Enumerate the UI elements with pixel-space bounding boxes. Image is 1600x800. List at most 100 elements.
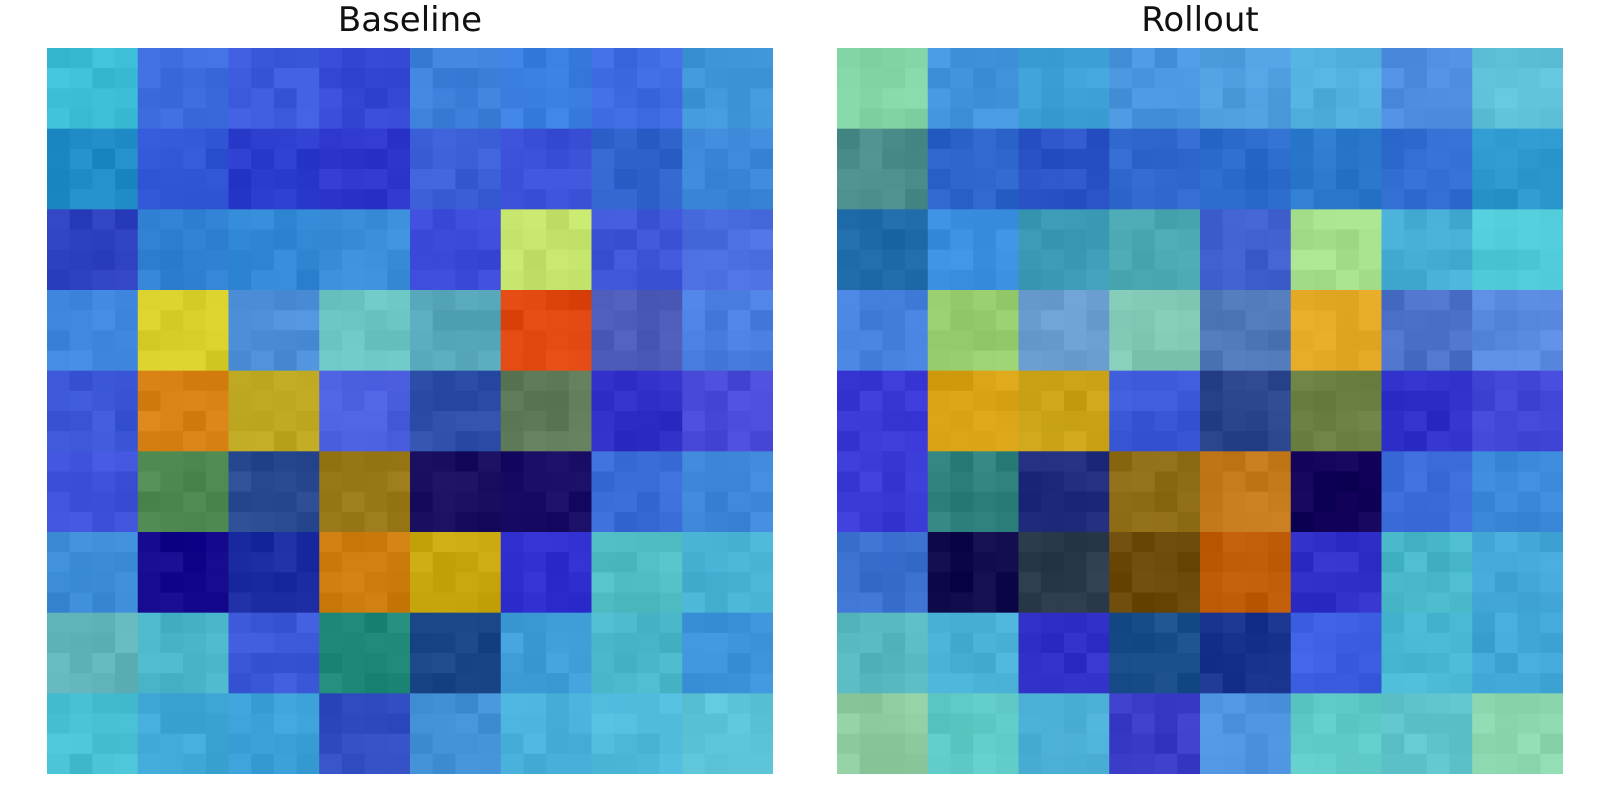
heatmap-cell [1154, 612, 1178, 634]
heatmap-cell [1018, 108, 1042, 130]
heatmap-cell [364, 572, 388, 594]
heatmap-cell [1086, 653, 1110, 674]
heatmap-cell [364, 229, 388, 251]
heatmap-cell [614, 552, 638, 573]
heatmap-cell [410, 370, 434, 392]
heatmap-cell [1222, 491, 1246, 513]
heatmap-cell [319, 330, 343, 352]
heatmap-cell [591, 411, 615, 432]
heatmap-cell [905, 68, 929, 89]
heatmap-cell [1086, 592, 1110, 614]
heatmap-cell [364, 370, 388, 392]
heatmap-cell [47, 249, 71, 271]
heatmap-cell [591, 148, 615, 170]
heatmap-cell [160, 269, 184, 291]
heatmap-cell [1426, 390, 1451, 412]
heatmap-cell [341, 653, 366, 674]
heatmap-cell [47, 310, 71, 331]
heatmap-cell [905, 491, 929, 513]
heatmap-cell [160, 632, 184, 654]
heatmap-cell [614, 733, 638, 755]
heatmap-cell [296, 370, 320, 392]
heatmap-cell [659, 330, 683, 352]
heatmap-cell [1154, 290, 1178, 311]
heatmap-cell [47, 169, 71, 190]
heatmap-cell [1404, 693, 1428, 715]
heatmap-cell [1268, 310, 1292, 331]
heatmap-cell [115, 552, 139, 573]
heatmap-cell [1449, 592, 1473, 614]
heatmap-cell [296, 451, 320, 473]
heatmap-cell [682, 451, 706, 473]
heatmap-cell [115, 653, 139, 674]
heatmap-cell [1041, 68, 1065, 89]
heatmap-cell [837, 249, 861, 271]
heatmap-cell [636, 552, 661, 573]
heatmap-cell [837, 713, 861, 735]
heatmap-cell [1268, 753, 1292, 774]
heatmap-cell [1200, 229, 1224, 251]
heatmap-cell [1290, 713, 1315, 735]
heatmap-cell [273, 229, 298, 251]
heatmap-cell [1131, 451, 1156, 473]
heatmap-cell [1494, 532, 1519, 553]
heatmap-cell [659, 88, 683, 110]
heatmap-cell [1041, 411, 1065, 432]
heatmap-cell [1041, 189, 1065, 210]
heatmap-cell [1517, 411, 1541, 432]
heatmap-cell [183, 511, 207, 533]
heatmap-cell [92, 431, 116, 452]
heatmap-cell [659, 713, 683, 735]
heatmap-cell [1131, 693, 1156, 715]
heatmap-cell [296, 68, 320, 89]
heatmap-cell [228, 48, 252, 69]
heatmap-cell [636, 88, 661, 110]
heatmap-cell [1426, 532, 1451, 553]
heatmap-cell [927, 249, 952, 271]
heatmap-cell [727, 612, 751, 634]
heatmap-cell [1449, 290, 1473, 311]
heatmap-cell [387, 733, 411, 755]
heatmap-cell [137, 713, 162, 735]
heatmap-cell [341, 68, 366, 89]
heatmap-cell [1517, 249, 1541, 271]
heatmap-cell [183, 229, 207, 251]
heatmap-cell [636, 733, 661, 755]
heatmap-cell [1494, 330, 1519, 352]
heatmap-cell [92, 310, 116, 331]
heatmap-cell [1290, 290, 1315, 311]
heatmap-cell [319, 68, 343, 89]
heatmap-cell [69, 471, 93, 493]
heatmap-cell [973, 350, 997, 372]
heatmap-cell [137, 693, 162, 715]
heatmap-cell [1177, 612, 1201, 634]
heatmap-cell [251, 229, 275, 251]
heatmap-cell [228, 229, 252, 251]
heatmap-cell [1200, 310, 1224, 331]
heatmap-cell [950, 290, 974, 311]
heatmap-cell [1154, 88, 1178, 110]
heatmap-cell [1404, 431, 1428, 452]
heatmap-cell [614, 612, 638, 634]
heatmap-cell [1154, 592, 1178, 614]
heatmap-cell [478, 68, 502, 89]
heatmap-cell [500, 653, 525, 674]
heatmap-cell [1018, 269, 1042, 291]
heatmap-cell [273, 189, 298, 210]
heatmap-cell [1290, 148, 1315, 170]
heatmap-cell [682, 673, 706, 694]
heatmap-cell [1245, 68, 1269, 89]
heatmap-cell [183, 612, 207, 634]
heatmap-cell [228, 572, 252, 594]
heatmap-cell [1131, 68, 1156, 89]
heatmap-cell [927, 733, 952, 755]
heatmap-cell [882, 350, 906, 372]
heatmap-cell [455, 451, 479, 473]
heatmap-cell [115, 713, 139, 735]
heatmap-cell [614, 471, 638, 493]
heatmap-cell [973, 612, 997, 634]
heatmap-cell [432, 592, 456, 614]
heatmap-cell [92, 290, 116, 311]
heatmap-cell [1449, 108, 1473, 130]
heatmap-cell [837, 390, 861, 412]
